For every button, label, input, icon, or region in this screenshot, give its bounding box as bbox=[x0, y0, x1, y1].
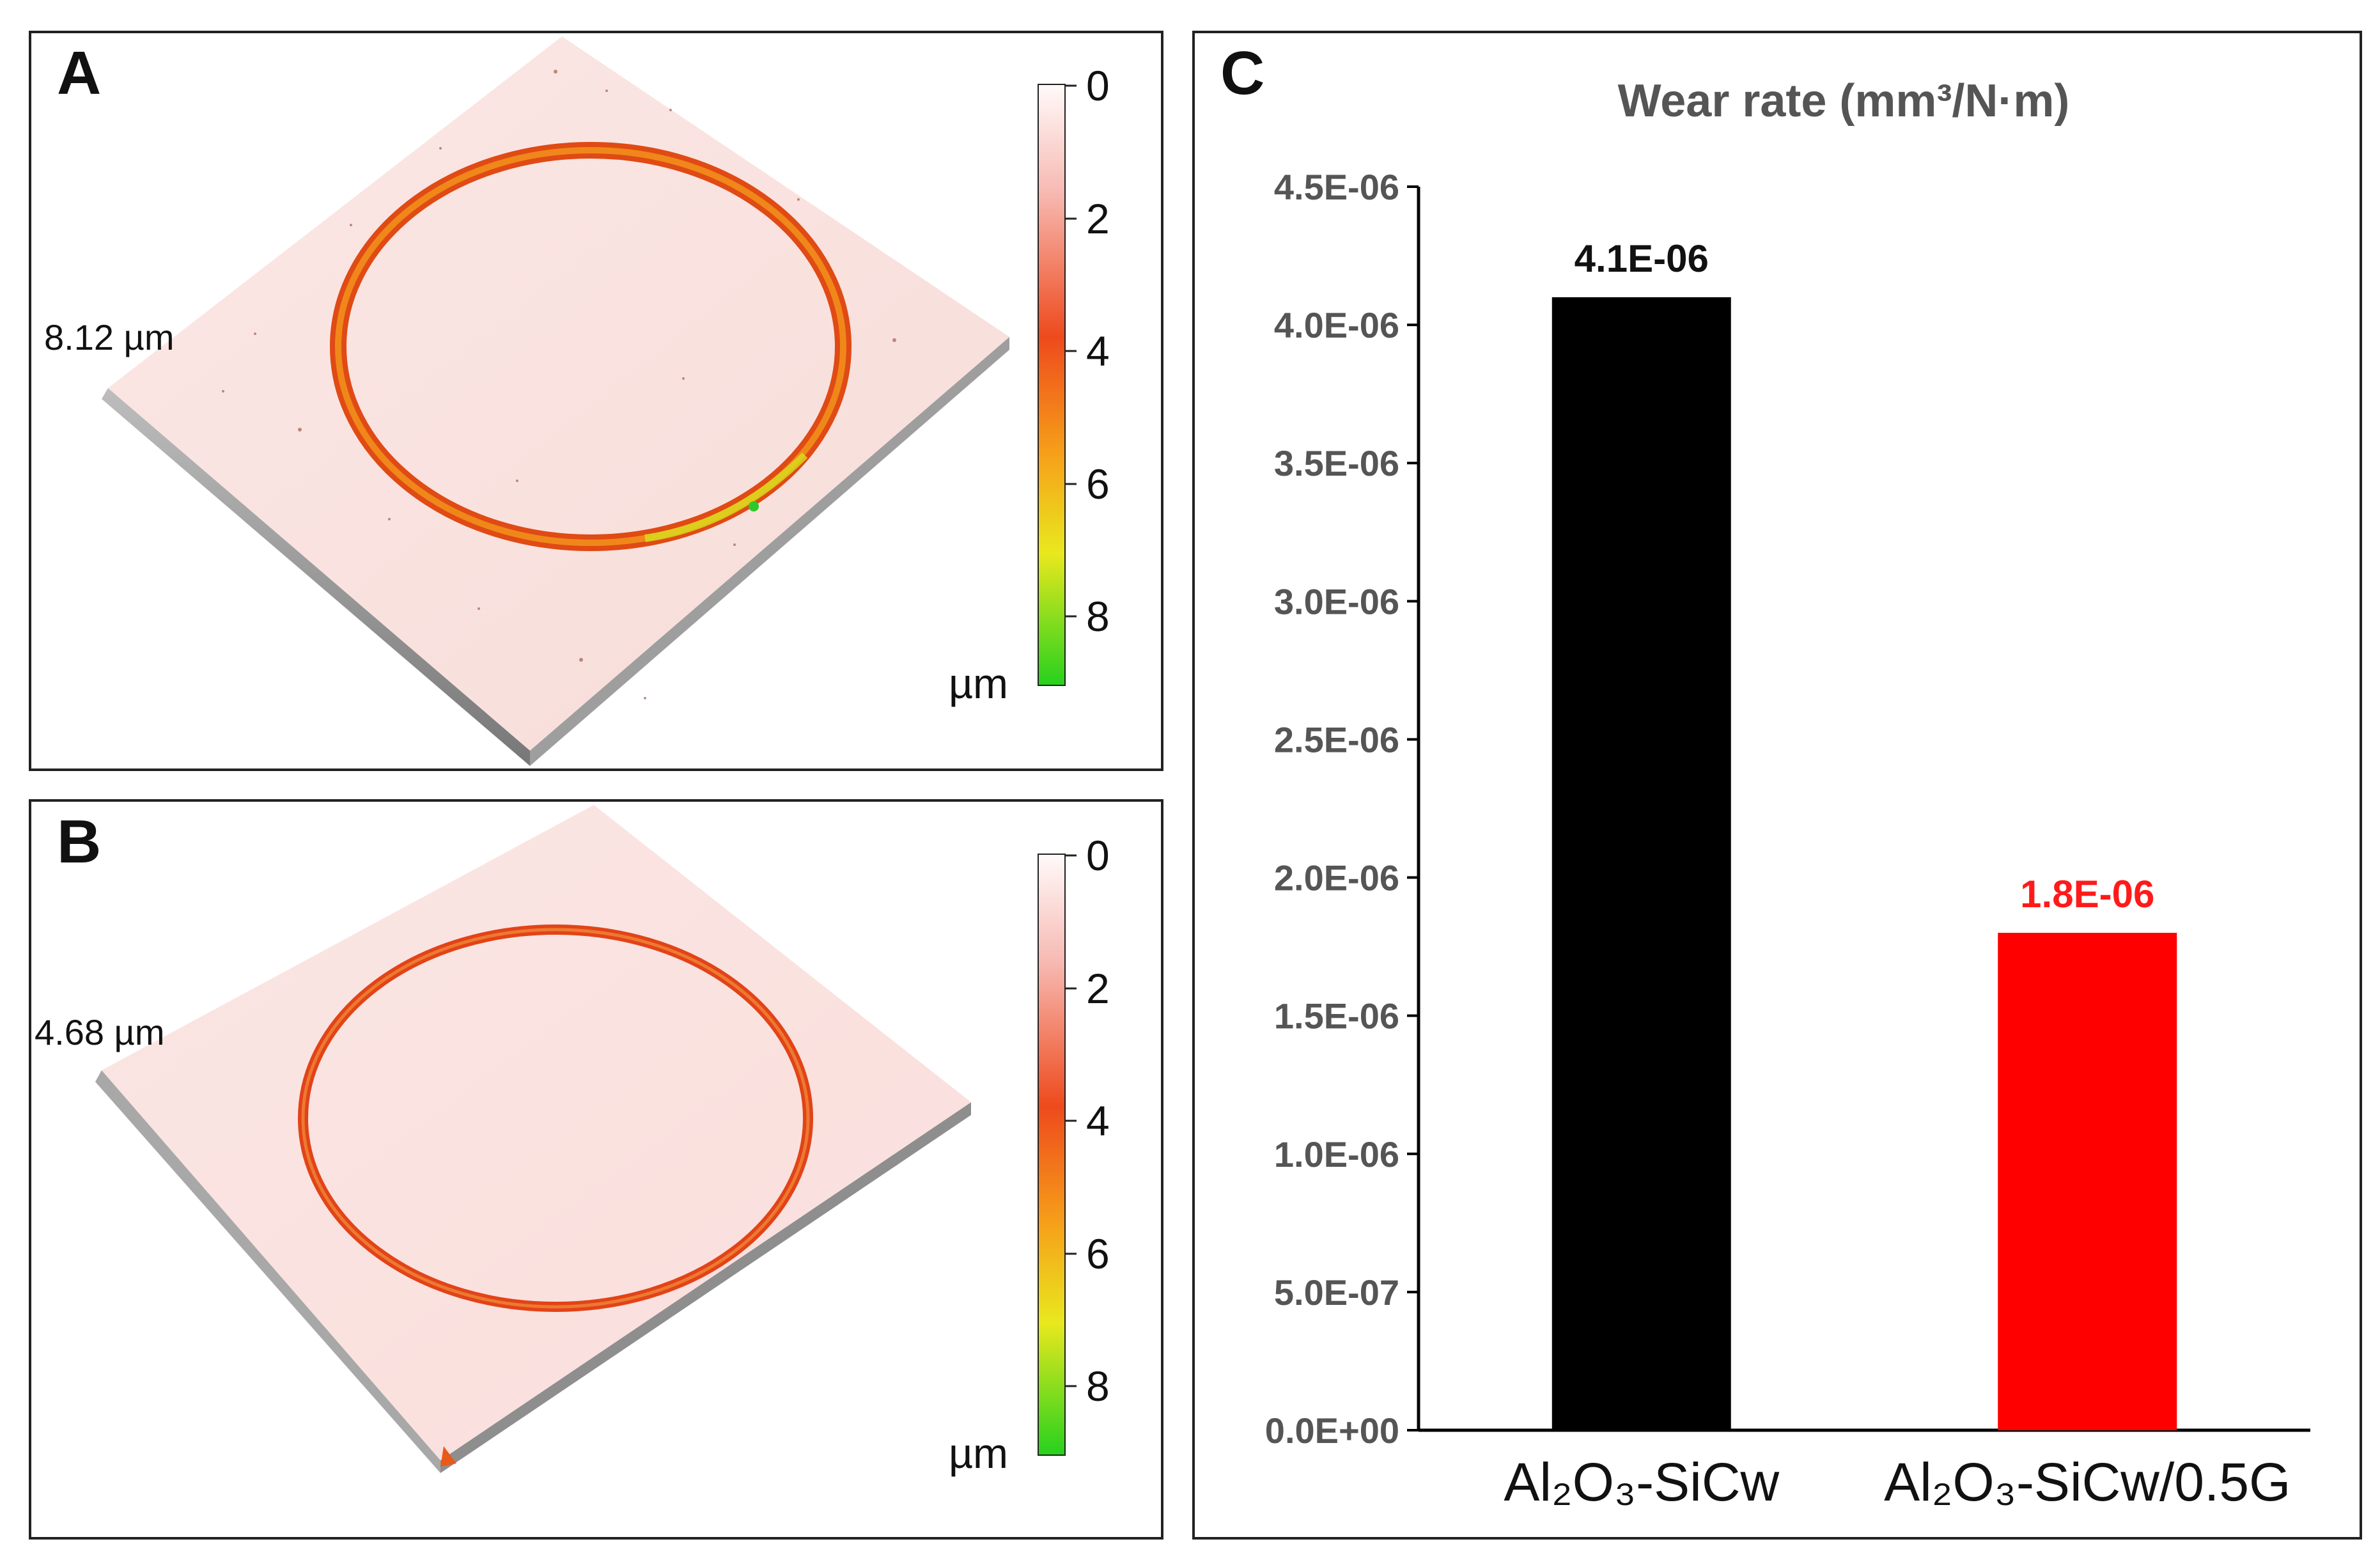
bar bbox=[1552, 297, 1731, 1430]
colorbar-tick-label: 6 bbox=[1086, 1230, 1110, 1277]
depth-colorbar bbox=[1038, 854, 1066, 1456]
wear-track-deepest-spot bbox=[749, 501, 759, 511]
colorbar-tick-label: 8 bbox=[1086, 1362, 1110, 1410]
x-tick-labels: Al₂O₃-SiCw Al₂O₃-SiCw/0.5G bbox=[1504, 1452, 2291, 1512]
colorbar-tick-labels: 0 2 4 6 8 bbox=[1086, 832, 1110, 1410]
x-tick-label: Al₂O₃-SiCw/0.5G bbox=[1884, 1452, 2291, 1512]
bar-data-labels: 4.1E-06 1.8E-06 bbox=[1575, 237, 2155, 916]
sample-side-right bbox=[530, 337, 1009, 766]
depth-colorbar bbox=[1038, 84, 1066, 686]
chart-title: Wear rate (mm³/N·m) bbox=[1618, 75, 2070, 127]
bars bbox=[1552, 297, 2177, 1430]
colorbar-tick-marks bbox=[1065, 84, 1077, 618]
y-tick-label: 2.0E-06 bbox=[1274, 858, 1399, 898]
sample-surface bbox=[102, 805, 971, 1460]
panel-a: 8.12 µm 0 2 4 6 8 µm A bbox=[29, 31, 1163, 771]
colorbar-unit: µm bbox=[949, 1430, 1008, 1477]
wear-track-deep-zone bbox=[644, 452, 808, 542]
colorbar-tick-marks bbox=[1065, 854, 1077, 1387]
depth-label: 8.12 µm bbox=[44, 317, 174, 357]
panel-letter: C bbox=[1220, 39, 1265, 107]
colorbar-tick-label: 0 bbox=[1086, 832, 1110, 879]
colorbar-tick-label: 6 bbox=[1086, 460, 1110, 508]
sample-side-left bbox=[102, 388, 530, 766]
y-tick-label: 3.0E-06 bbox=[1274, 581, 1399, 621]
depth-label: 4.68 µm bbox=[35, 1012, 164, 1052]
sample-side-right bbox=[440, 1102, 971, 1473]
y-tick-label: 1.0E-06 bbox=[1274, 1134, 1399, 1174]
y-tick-label: 5.0E-07 bbox=[1274, 1272, 1399, 1313]
bar-data-label: 1.8E-06 bbox=[2020, 873, 2154, 916]
colorbar-tick-label: 2 bbox=[1086, 195, 1110, 242]
y-tick-label: 3.5E-06 bbox=[1274, 443, 1399, 483]
bar-data-label: 4.1E-06 bbox=[1575, 237, 1709, 280]
colorbar-tick-labels: 0 2 4 6 8 bbox=[1086, 62, 1110, 640]
panel-letter: A bbox=[57, 39, 102, 107]
panel-letter: B bbox=[57, 807, 102, 876]
sample-side-left bbox=[95, 1070, 440, 1473]
wear-rate-bar-chart: Wear rate (mm³/N·m) 0.0E+00 5.0E-07 1.0E-0… bbox=[1265, 75, 2310, 1512]
profilometry-3d-view-a: 8.12 µm 0 2 4 6 8 µm bbox=[44, 36, 1110, 766]
colorbar-tick-label: 2 bbox=[1086, 965, 1110, 1012]
corner-artifact bbox=[440, 1446, 456, 1467]
y-tick-label: 4.5E-06 bbox=[1274, 167, 1399, 207]
wear-track-inner bbox=[301, 928, 810, 1309]
colorbar-tick-label: 8 bbox=[1086, 593, 1110, 640]
surface-debris bbox=[222, 70, 896, 699]
wear-track-inner bbox=[335, 147, 846, 546]
y-ticks: 0.0E+00 5.0E-07 1.0E-06 1.5E-06 2.0E-06 2.5E-… bbox=[1265, 167, 1419, 1451]
x-tick-label: Al₂O₃-SiCw bbox=[1504, 1452, 1779, 1512]
panel-c: Wear rate (mm³/N·m) 0.0E+00 5.0E-07 1.0E-0… bbox=[1192, 31, 2362, 1540]
colorbar-tick-label: 4 bbox=[1086, 327, 1110, 375]
panel-b: 4.68 µm 0 2 4 6 8 µm B bbox=[29, 799, 1163, 1540]
colorbar-unit: µm bbox=[949, 660, 1008, 707]
profilometry-3d-view-b: 4.68 µm 0 2 4 6 8 µm bbox=[35, 805, 1110, 1477]
y-tick-label: 4.0E-06 bbox=[1274, 305, 1399, 345]
y-tick-label: 2.5E-06 bbox=[1274, 719, 1399, 760]
y-tick-label: 1.5E-06 bbox=[1274, 996, 1399, 1036]
y-tick-label: 0.0E+00 bbox=[1265, 1410, 1399, 1451]
colorbar-tick-label: 0 bbox=[1086, 62, 1110, 109]
bar bbox=[1998, 933, 2177, 1430]
colorbar-tick-label: 4 bbox=[1086, 1097, 1110, 1144]
